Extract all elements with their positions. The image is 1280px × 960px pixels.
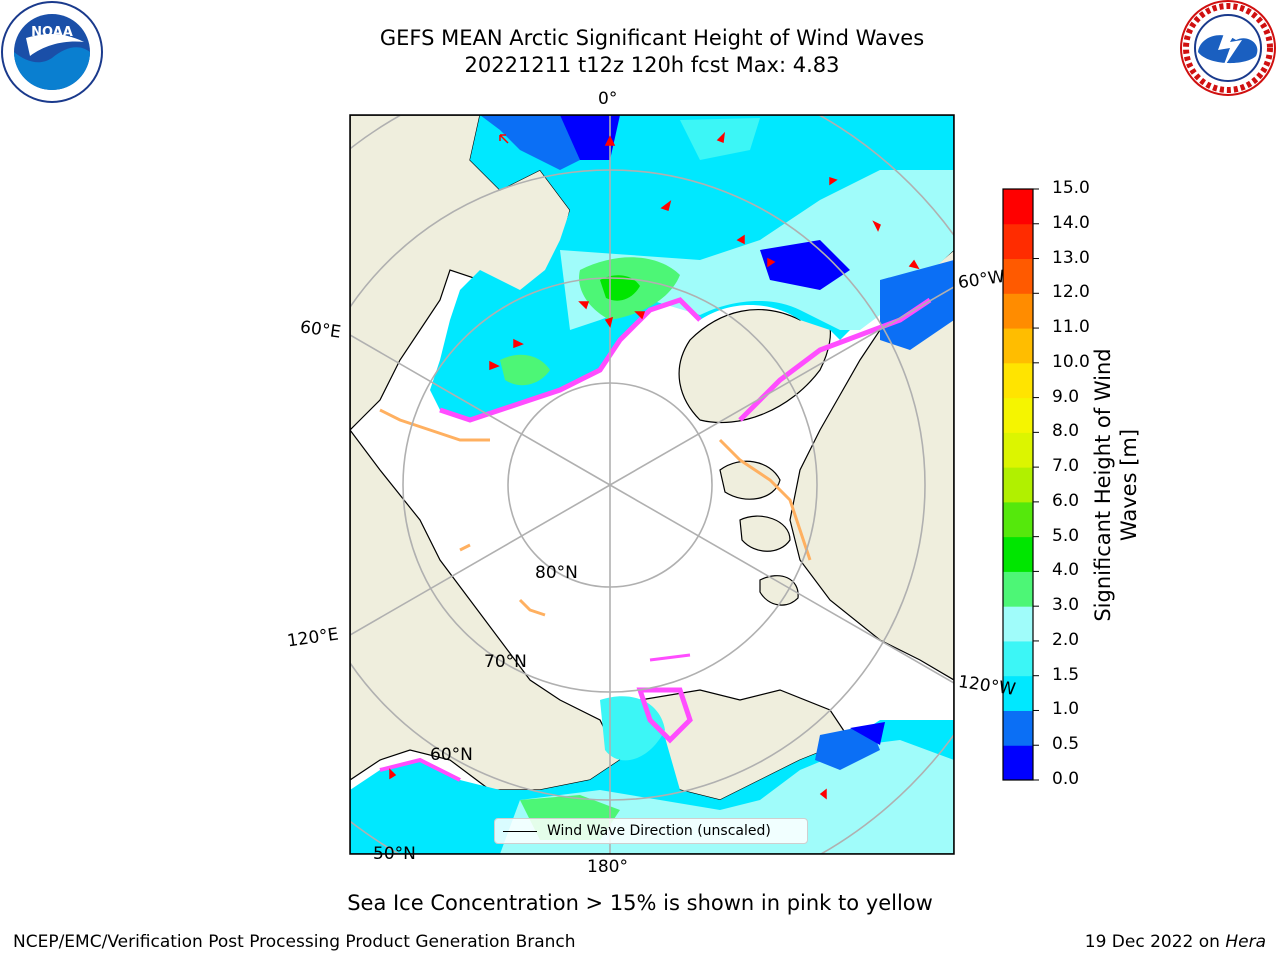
footer-date: 19 Dec 2022 on Hera [1085, 932, 1266, 952]
colorbar-tick-label: 0.5 [1052, 734, 1080, 755]
colorbar-tick-label: 2.0 [1052, 629, 1080, 650]
noaa-logo-text: NOAA [31, 25, 73, 40]
nws-logo [1180, 0, 1276, 96]
colorbar-tick-label: 15.0 [1052, 178, 1090, 198]
colorbar-segment [1003, 710, 1033, 746]
chart-title: GEFS MEAN Arctic Significant Height of W… [379, 26, 925, 50]
colorbar-segment [1003, 536, 1033, 572]
colorbar-tick-label: 8.0 [1052, 421, 1080, 442]
colorbar-tick-label: 5.0 [1052, 525, 1080, 546]
lat-label-80n: 80°N [535, 563, 578, 583]
colorbar-segment [1003, 640, 1033, 677]
colorbar-segment [1003, 328, 1033, 364]
colorbar [1002, 188, 1039, 781]
colorbar-segment [1003, 467, 1033, 503]
wind-wave-arrows [389, 131, 920, 800]
lat-label-60n: 60°N [430, 745, 473, 765]
colorbar-tick-label: 14.0 [1052, 212, 1090, 233]
colorbar-segment [1003, 501, 1033, 538]
colorbar-tick-label: 4.0 [1052, 560, 1080, 581]
lon-label-180: 180° [587, 857, 628, 877]
footer-credit: NCEP/EMC/Verification Post Processing Pr… [13, 932, 576, 952]
colorbar-tick-label: 1.5 [1052, 664, 1080, 685]
colorbar-tick-label: 7.0 [1052, 456, 1080, 477]
map-frame [349, 114, 955, 855]
colorbar-segment [1003, 571, 1033, 607]
chart-subtitle: 20221211 t12z 120h fcst Max: 4.83 [464, 53, 840, 77]
map-area [350, 115, 954, 854]
footer-date-text: 19 Dec 2022 on [1084, 932, 1226, 952]
colorbar-segment [1003, 432, 1033, 468]
lon-label-0: 0° [598, 89, 618, 109]
map-legend: Wind Wave Direction (unscaled) [494, 818, 808, 844]
lat-label-50n: 50°N [373, 844, 416, 864]
colorbar-tick-label: 1.0 [1052, 699, 1080, 720]
noaa-logo: NOAA [1, 1, 103, 103]
colorbar-segment [1003, 397, 1033, 433]
lat-label-70n: 70°N [484, 652, 527, 672]
legend-text: Wind Wave Direction (unscaled) [547, 823, 771, 839]
sea-ice-note: Sea Ice Concentration > 15% is shown in … [347, 891, 933, 915]
colorbar-tick-label: 13.0 [1052, 247, 1090, 268]
colorbar-tick-label: 11.0 [1052, 317, 1090, 338]
colorbar-tick-label: 3.0 [1052, 595, 1080, 616]
sea-ice-edge [379, 408, 812, 662]
colorbar-segment [1003, 189, 1033, 225]
colorbar-tick-label: 10.0 [1052, 351, 1090, 372]
legend-line [503, 831, 537, 832]
colorbar-tick-label: 0.0 [1052, 769, 1080, 789]
colorbar-label: Significant Height of Wind Waves [m] [1091, 348, 1141, 622]
wave-field-atlantic [430, 115, 954, 423]
colorbar-segment [1003, 675, 1033, 711]
colorbar-segment [1003, 223, 1033, 260]
colorbar-segment [1003, 606, 1033, 642]
colorbar-segment [1003, 258, 1033, 294]
colorbar-segment [1003, 362, 1033, 399]
colorbar-segment [1003, 745, 1033, 781]
colorbar-tick-label: 12.0 [1052, 282, 1090, 303]
graticule [350, 115, 954, 854]
footer-host: Hera [1225, 932, 1266, 952]
colorbar-tick-label: 9.0 [1052, 386, 1080, 407]
colorbar-frame [1002, 188, 1034, 781]
colorbar-segment [1003, 293, 1033, 329]
colorbar-tick-label: 6.0 [1052, 490, 1080, 511]
